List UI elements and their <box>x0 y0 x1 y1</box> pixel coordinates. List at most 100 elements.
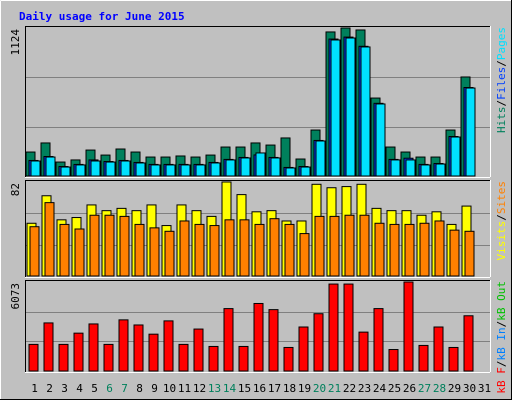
legend-entry: Visits <box>495 221 508 261</box>
x-tick-label: 23 <box>358 382 371 395</box>
bar <box>60 166 71 177</box>
bar <box>225 159 236 177</box>
bar <box>404 223 415 277</box>
bar <box>240 157 251 177</box>
bar <box>464 230 475 277</box>
x-tick-label: 27 <box>418 382 431 395</box>
bar <box>74 228 85 277</box>
legend-entry: kB Out <box>495 281 508 321</box>
bar <box>463 315 474 372</box>
x-tick-label: 24 <box>373 382 387 395</box>
bar <box>405 159 416 177</box>
bar <box>359 214 370 277</box>
x-tick-label: 4 <box>76 382 83 395</box>
bar <box>59 223 70 277</box>
bar <box>329 215 340 277</box>
bar <box>195 164 206 177</box>
bar <box>284 223 295 277</box>
bar <box>420 164 431 177</box>
x-tick-label: 30 <box>463 382 476 395</box>
x-tick-label: 25 <box>388 382 401 395</box>
bar <box>389 223 400 277</box>
bar <box>90 160 101 177</box>
bar <box>208 345 219 372</box>
bar <box>164 230 175 277</box>
bar <box>193 328 204 372</box>
bar <box>343 283 354 372</box>
y-tick-label: 6073 <box>9 283 22 310</box>
bar <box>345 37 356 177</box>
x-tick-label: 19 <box>298 382 311 395</box>
legend-entry: Files <box>495 67 508 100</box>
bar <box>300 166 311 177</box>
bar <box>120 160 131 177</box>
bar <box>270 157 281 177</box>
x-tick-label: 21 <box>328 382 341 395</box>
x-tick-label: 1 <box>31 382 38 395</box>
bar <box>179 220 190 277</box>
bar <box>103 343 114 372</box>
bar <box>73 332 84 372</box>
x-tick-label: 14 <box>223 382 237 395</box>
bar <box>224 219 235 277</box>
bar <box>450 136 461 177</box>
bar <box>133 324 144 372</box>
x-tick-label: 3 <box>61 382 68 395</box>
bar <box>44 202 55 277</box>
y-tick-label: 1124 <box>9 29 22 56</box>
bar <box>119 215 130 277</box>
bar <box>163 320 174 372</box>
x-tick-label: 16 <box>253 382 266 395</box>
x-tick-label: 22 <box>343 382 356 395</box>
bar <box>180 164 191 177</box>
x-tick-label: 5 <box>91 382 98 395</box>
bar <box>254 223 265 277</box>
bar <box>344 214 355 277</box>
legend: kB F/kB In/kB Out <box>495 281 508 394</box>
x-tick-label: 6 <box>106 382 113 395</box>
bar <box>88 323 99 372</box>
bar <box>178 343 189 372</box>
bar <box>313 313 324 372</box>
bar <box>298 326 309 372</box>
bar <box>223 308 234 372</box>
bar <box>374 222 385 277</box>
legend-entry: Hits <box>495 107 508 134</box>
x-tick-label: 31 <box>478 382 491 395</box>
bar <box>165 164 176 177</box>
legend-separator: / <box>495 214 508 221</box>
bar <box>330 39 341 177</box>
bar <box>269 218 280 277</box>
bar <box>255 152 266 177</box>
bar <box>419 222 430 277</box>
x-tick-label: 29 <box>448 382 461 395</box>
legend-separator: / <box>495 60 508 67</box>
bar <box>238 345 249 372</box>
x-tick-label: 13 <box>208 382 221 395</box>
bar <box>285 167 296 177</box>
bar <box>29 226 40 277</box>
bar <box>209 225 220 277</box>
bar <box>28 343 39 372</box>
legend-separator: / <box>495 361 508 368</box>
bar <box>448 346 459 372</box>
bar <box>390 159 401 177</box>
legend: Visits/Sites <box>495 181 508 261</box>
x-tick-label: 7 <box>121 382 128 395</box>
x-tick-label: 15 <box>238 382 251 395</box>
x-tick-label: 2 <box>46 382 53 395</box>
x-tick-label: 28 <box>433 382 446 395</box>
x-tick-label: 20 <box>313 382 326 395</box>
x-tick-label: 10 <box>163 382 176 395</box>
x-tick-label: 11 <box>178 382 191 395</box>
bar <box>373 308 384 372</box>
bar <box>45 156 56 177</box>
bar <box>268 309 279 372</box>
legend-entry: kB F <box>495 367 508 394</box>
bar <box>434 220 445 277</box>
bar <box>135 162 146 177</box>
legend-entry: kB In <box>495 327 508 360</box>
bar <box>104 214 115 277</box>
bar <box>239 219 250 277</box>
bar <box>403 281 414 372</box>
